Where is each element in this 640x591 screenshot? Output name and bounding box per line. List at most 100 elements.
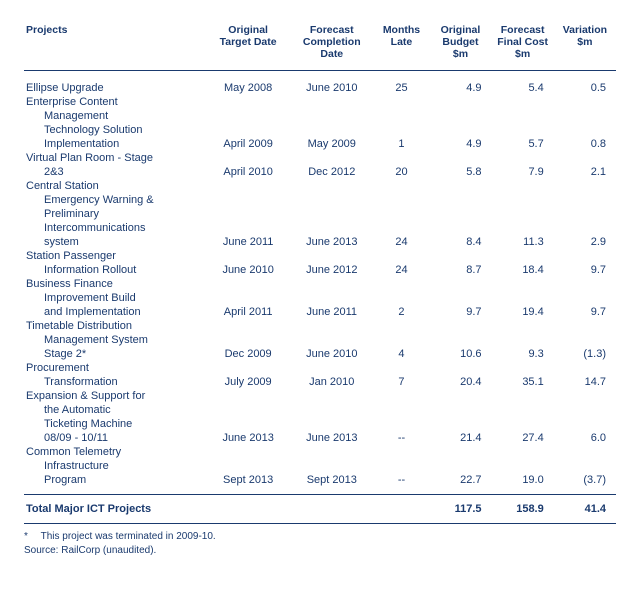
orig_date-cell [206, 151, 290, 165]
fcst_cost-cell [492, 249, 554, 263]
orig_date-cell [206, 403, 290, 417]
fcst_date-cell: June 2013 [290, 431, 374, 445]
orig_date-cell: May 2008 [206, 81, 290, 95]
fcst_date-cell [290, 221, 374, 235]
orig_bud-cell [429, 389, 491, 403]
orig_bud-cell [429, 277, 491, 291]
total-empty [374, 494, 430, 523]
fcst_cost-cell [492, 361, 554, 375]
project-cell: Emergency Warning & [24, 193, 206, 207]
project-cell: Management System [24, 333, 206, 347]
months-cell [374, 459, 430, 473]
fcst_cost-cell: 7.9 [492, 165, 554, 179]
footnote-star: * This project was terminated in 2009-10… [24, 530, 616, 544]
table-body: Ellipse UpgradeMay 2008June 2010254.95.4… [24, 71, 616, 524]
h-line: Months [383, 24, 420, 36]
orig_date-cell: April 2010 [206, 165, 290, 179]
col-fcst-date: Forecast Completion Date [290, 20, 374, 71]
h-line: Variation [563, 24, 607, 36]
var-cell: 6.0 [554, 431, 616, 445]
table-row: Stage 2*Dec 2009June 2010410.69.3(1.3) [24, 347, 616, 361]
table-row: Technology Solution [24, 123, 616, 137]
months-cell [374, 361, 430, 375]
orig_bud-cell: 4.9 [429, 137, 491, 151]
orig_bud-cell [429, 109, 491, 123]
table-row: Emergency Warning & [24, 193, 616, 207]
table-row: 2&3April 2010Dec 2012205.87.92.1 [24, 165, 616, 179]
projects-table: Projects Original Target Date Forecast C… [24, 20, 616, 524]
table-row: Preliminary [24, 207, 616, 221]
project-cell: Transformation [24, 375, 206, 389]
months-cell [374, 291, 430, 305]
project-line: Infrastructure [26, 460, 204, 472]
orig_date-cell [206, 193, 290, 207]
table-row: Procurement [24, 361, 616, 375]
months-cell [374, 179, 430, 193]
months-cell [374, 109, 430, 123]
orig_date-cell [206, 389, 290, 403]
var-cell [554, 277, 616, 291]
table-row: systemJune 2011June 2013248.411.32.9 [24, 235, 616, 249]
fcst_cost-cell: 9.3 [492, 347, 554, 361]
fcst_cost-cell: 11.3 [492, 235, 554, 249]
orig_bud-cell [429, 291, 491, 305]
table-row: Enterprise Content [24, 95, 616, 109]
table-row: Infrastructure [24, 459, 616, 473]
h-line: Original [228, 24, 268, 36]
orig_bud-cell: 8.4 [429, 235, 491, 249]
var-cell: 0.5 [554, 81, 616, 95]
var-cell: 9.7 [554, 263, 616, 277]
project-line: Intercommunications [26, 222, 204, 234]
project-line: 2&3 [26, 166, 204, 178]
rule-row [24, 487, 616, 495]
fcst_cost-cell [492, 221, 554, 235]
fcst_date-cell [290, 417, 374, 431]
orig_date-cell [206, 361, 290, 375]
spacer [24, 71, 616, 81]
var-cell: 2.1 [554, 165, 616, 179]
total-value: 41.4 [554, 494, 616, 523]
var-cell [554, 151, 616, 165]
table-row: Ticketing Machine [24, 417, 616, 431]
orig_date-cell [206, 333, 290, 347]
fcst_cost-cell: 19.0 [492, 473, 554, 487]
table-row: Expansion & Support for [24, 389, 616, 403]
fcst_cost-cell [492, 207, 554, 221]
h-line: $m [577, 36, 592, 48]
fcst_date-cell [290, 459, 374, 473]
table-row: Management [24, 109, 616, 123]
orig_bud-cell [429, 193, 491, 207]
project-cell: 2&3 [24, 165, 206, 179]
project-cell: Timetable Distribution [24, 319, 206, 333]
fcst_date-cell [290, 193, 374, 207]
project-cell: the Automatic [24, 403, 206, 417]
table-row: TransformationJuly 2009Jan 2010720.435.1… [24, 375, 616, 389]
months-cell [374, 389, 430, 403]
var-cell [554, 109, 616, 123]
fcst_cost-cell [492, 123, 554, 137]
project-line: Improvement Build [26, 292, 204, 304]
project-cell: Stage 2* [24, 347, 206, 361]
project-cell: Ticketing Machine [24, 417, 206, 431]
fcst_cost-cell [492, 319, 554, 333]
var-cell [554, 221, 616, 235]
var-cell: 14.7 [554, 375, 616, 389]
project-cell: and Implementation [24, 305, 206, 319]
table-row: Virtual Plan Room - Stage [24, 151, 616, 165]
var-cell [554, 389, 616, 403]
table-row: Information RolloutJune 2010June 2012248… [24, 263, 616, 277]
fcst_date-cell: Sept 2013 [290, 473, 374, 487]
months-cell: 7 [374, 375, 430, 389]
project-line: system [26, 236, 204, 248]
orig_date-cell: July 2009 [206, 375, 290, 389]
total-row: Total Major ICT Projects117.5158.941.4 [24, 494, 616, 523]
fcst_date-cell: June 2012 [290, 263, 374, 277]
project-cell: Common Telemetry [24, 445, 206, 459]
var-cell [554, 403, 616, 417]
project-cell: Station Passenger [24, 249, 206, 263]
project-line: Ticketing Machine [26, 418, 204, 430]
var-cell [554, 361, 616, 375]
months-cell: 2 [374, 305, 430, 319]
project-cell: Infrastructure [24, 459, 206, 473]
fcst_date-cell [290, 109, 374, 123]
